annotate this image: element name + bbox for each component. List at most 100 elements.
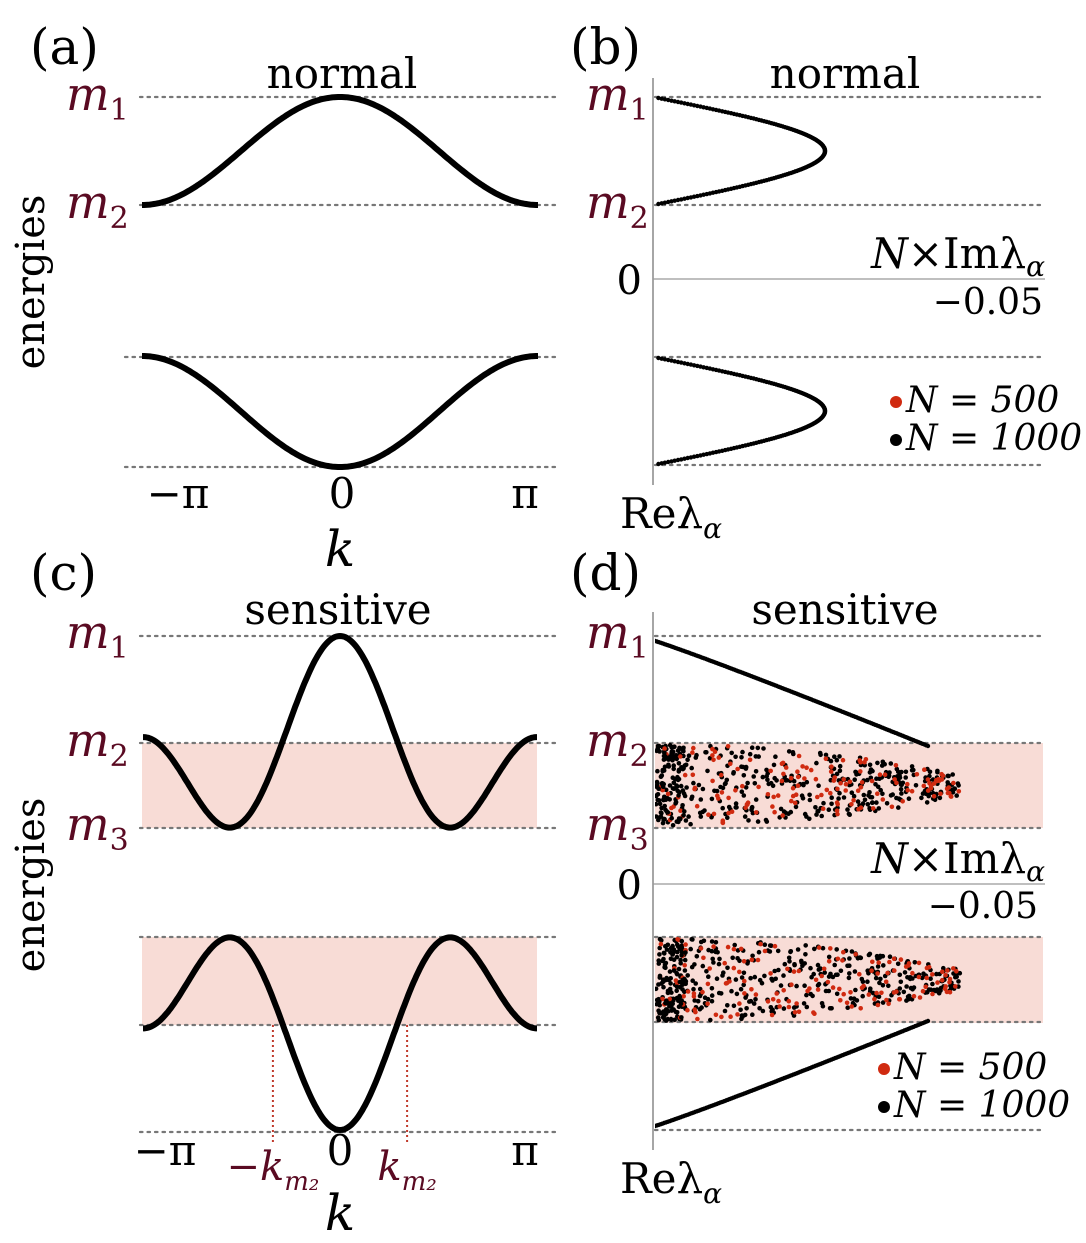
- panel-c-ylabel: energies: [8, 798, 54, 973]
- eigenvalue-point: [690, 772, 696, 778]
- eigenvalue-point: [856, 806, 861, 812]
- eigenvalue-point: [837, 768, 843, 774]
- eigenvalue-point: [804, 779, 810, 785]
- b-legend-label-1: N = 1000: [905, 418, 1082, 459]
- eigenvalue-point: [877, 980, 882, 986]
- eigenvalue-point: [934, 971, 939, 977]
- eigenvalue-point: [869, 795, 875, 800]
- eigenvalue-point: [834, 800, 840, 805]
- panel-c: (c) sensitive energies m1 m2 m3 −km₂ km₂ −π…: [8, 544, 562, 1242]
- panel-c-title: sensitive: [244, 585, 431, 634]
- eigenvalue-point: [655, 814, 659, 819]
- eigenvalue-point: [849, 802, 854, 807]
- eigenvalue-point: [680, 788, 686, 793]
- eigenvalue-point: [681, 813, 686, 818]
- eigenvalue-point: [835, 956, 841, 962]
- eigenvalue-point: [715, 793, 720, 798]
- panel-c-letter: (c): [30, 544, 97, 602]
- eigenvalue-point: [691, 994, 697, 999]
- eigenvalue-point: [807, 816, 812, 822]
- eigenvalue-point: [709, 993, 715, 998]
- eigenvalue-point: [903, 775, 908, 780]
- eigenvalue-point: [910, 970, 915, 976]
- eigenvalue-point: [741, 982, 746, 988]
- eigenvalue-point: [849, 949, 855, 954]
- eigenvalue-point: [743, 995, 748, 1000]
- eigenvalue-point: [899, 769, 904, 775]
- eigenvalue-point: [795, 947, 801, 952]
- eigenvalue-point: [888, 761, 894, 766]
- eigenvalue-point: [705, 1001, 710, 1007]
- eigenvalue-point: [670, 823, 676, 828]
- eigenvalue-point: [765, 777, 770, 783]
- eigenvalue-point: [834, 771, 840, 777]
- eigenvalue-point: [840, 958, 845, 963]
- eigenvalue-point: [671, 968, 677, 973]
- eigenvalue-point: [943, 972, 948, 978]
- eigenvalue-point: [859, 976, 865, 982]
- eigenvalue-point: [662, 965, 667, 970]
- eigenvalue-point: [945, 773, 951, 779]
- eigenvalue-point: [786, 998, 792, 1004]
- eigenvalue-point: [930, 981, 935, 987]
- eigenvalue-point: [795, 769, 800, 774]
- eigenvalue-point: [657, 1002, 662, 1008]
- eigenvalue-point: [672, 777, 678, 782]
- eigenvalue-point: [861, 983, 866, 989]
- eigenvalue-point: [931, 794, 937, 799]
- eigenvalue-point: [870, 768, 875, 774]
- eigenvalue-point: [731, 946, 737, 952]
- eigenvalue-point: [788, 775, 794, 781]
- eigenvalue-point: [679, 952, 684, 958]
- eigenvalue-point: [655, 1015, 661, 1020]
- eigenvalue-point: [739, 789, 745, 794]
- panel-b-yaxis-label: N×Imλα: [870, 229, 1045, 283]
- eigenvalue-point: [875, 964, 881, 969]
- eigenvalue-point: [940, 969, 945, 975]
- eigenvalue-point: [682, 772, 688, 778]
- eigenvalue-point: [684, 785, 689, 790]
- eigenvalue-point: [906, 796, 912, 801]
- eigenvalue-point: [802, 776, 807, 781]
- eigenvalue-point: [671, 1007, 676, 1012]
- eigenvalue-point: [939, 777, 945, 782]
- eigenvalue-point: [679, 360, 684, 365]
- eigenvalue-point: [852, 777, 857, 782]
- eigenvalue-point: [756, 754, 761, 759]
- eigenvalue-point: [706, 974, 711, 979]
- eigenvalue-point: [823, 756, 829, 761]
- eigenvalue-point: [680, 803, 685, 808]
- eigenvalue-point: [875, 760, 880, 766]
- eigenvalue-point: [657, 952, 662, 957]
- eigenvalue-point: [753, 797, 759, 802]
- eigenvalue-point: [682, 793, 688, 799]
- eigenvalue-point: [772, 809, 777, 815]
- eigenvalue-point: [838, 780, 843, 786]
- eigenvalue-point: [691, 745, 696, 751]
- eigenvalue-point: [659, 201, 664, 206]
- eigenvalue-point: [657, 973, 663, 979]
- eigenvalue-point: [731, 1003, 737, 1009]
- eigenvalue-point: [819, 792, 824, 798]
- eigenvalue-point: [879, 990, 884, 996]
- eigenvalue-point: [749, 957, 755, 963]
- eigenvalue-point: [853, 952, 858, 957]
- eigenvalue-point: [663, 1000, 668, 1006]
- eigenvalue-point: [814, 812, 819, 817]
- eigenvalue-point: [735, 956, 740, 961]
- eigenvalue-point: [810, 993, 815, 999]
- eigenvalue-point: [728, 761, 733, 767]
- eigenvalue-point: [947, 979, 952, 985]
- eigenvalue-point: [799, 958, 804, 964]
- eigenvalue-point: [657, 936, 663, 942]
- eigenvalue-point: [916, 974, 922, 980]
- eigenvalue-point: [679, 938, 685, 944]
- eigenvalue-point: [739, 975, 745, 980]
- eigenvalue-point: [726, 810, 731, 816]
- eigenvalue-point: [807, 797, 813, 803]
- eigenvalue-point: [802, 811, 808, 817]
- eigenvalue-point: [823, 752, 829, 758]
- eigenvalue-point: [678, 754, 683, 759]
- eigenvalue-point: [786, 811, 791, 816]
- eigenvalue-point: [815, 987, 821, 992]
